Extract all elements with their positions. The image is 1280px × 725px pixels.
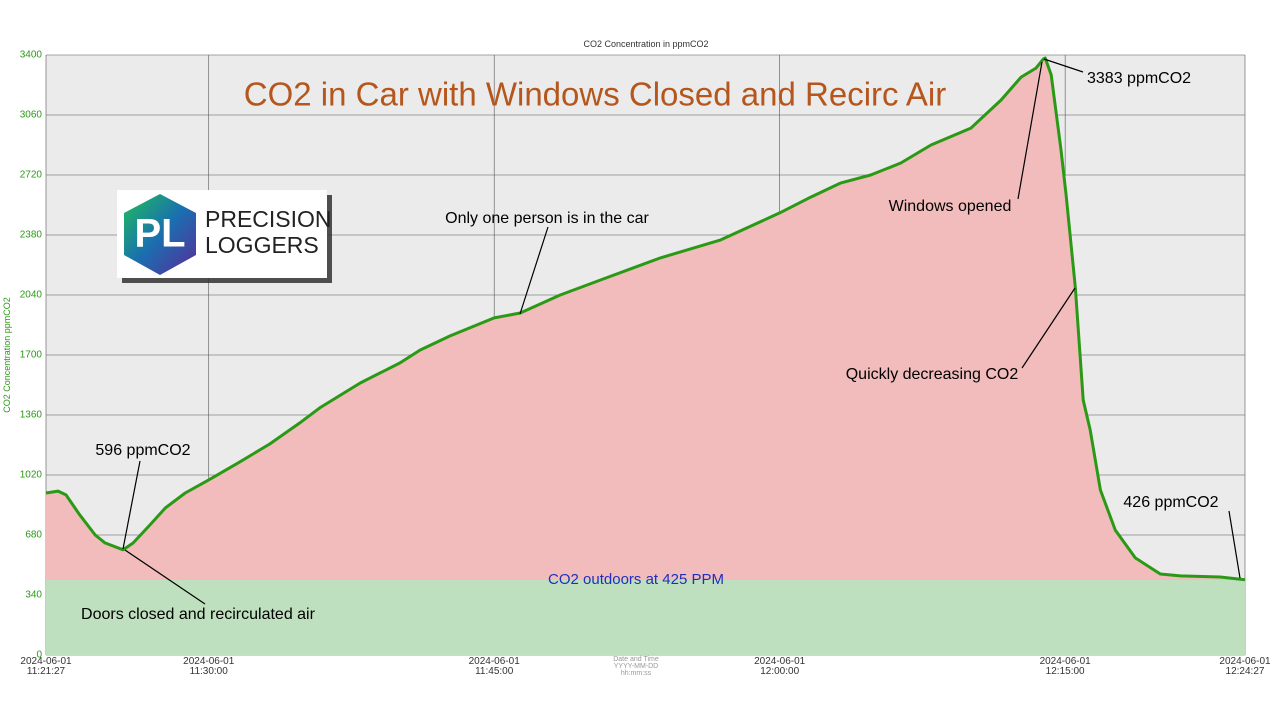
x-tick-label: 2024-06-01 12:15:00 — [1040, 656, 1092, 677]
logo-mark: PL — [134, 212, 185, 256]
annotation-leader — [1228, 510, 1241, 579]
series-title: CO2 Concentration in ppmCO2 — [583, 39, 708, 49]
x-tick-label: 2024-06-01 11:30:00 — [183, 656, 235, 677]
logo: PL PRECISION LOGGERS — [117, 190, 332, 283]
y-tick-label: 1700 — [20, 350, 43, 361]
annotation-leader — [122, 460, 141, 550]
y-tick-label: 3060 — [20, 110, 43, 121]
annotation-leader — [1021, 287, 1076, 369]
y-tick-label: 2720 — [20, 170, 43, 181]
annotation: CO2 outdoors at 425 PPM — [548, 571, 724, 588]
annotation-leader — [1017, 61, 1043, 200]
x-tick-label: 2024-06-01 11:45:00 — [469, 656, 521, 677]
y-tick-label: 1020 — [20, 470, 43, 481]
annotation: 596 ppmCO2 — [95, 442, 190, 459]
annotation: 426 ppmCO2 — [1123, 494, 1218, 511]
area — [46, 58, 1245, 580]
y-tick-label: 2040 — [20, 290, 43, 301]
logo-hexagon — [124, 194, 196, 275]
annotation-leader — [1043, 58, 1084, 73]
annotation-leader — [519, 226, 549, 315]
annotation: Windows opened — [889, 198, 1012, 215]
annotation: 3383 ppmCO2 — [1087, 70, 1191, 87]
y-axis-label: CO2 Concentration ppmCO2 — [2, 297, 12, 413]
annotation: Doors closed and recirculated air — [81, 606, 316, 623]
y-tick-label: 1360 — [20, 410, 43, 421]
chart-title: CO2 in Car with Windows Closed and Recir… — [244, 76, 946, 113]
annotation: Quickly decreasing CO2 — [846, 366, 1019, 383]
y-tick-label: 3400 — [20, 50, 43, 61]
outdoor-band — [46, 580, 1245, 655]
y-tick-label: 680 — [25, 530, 42, 541]
annotation: Only one person is in the car — [445, 210, 649, 227]
logo-text: LOGGERS — [205, 232, 319, 258]
annotation-leader — [124, 549, 206, 605]
y-tick-label: 340 — [25, 590, 42, 601]
x-axis-label: Date and Time YYYY-MM-DD hh:mm:ss — [613, 656, 659, 677]
y-tick-label: 0 — [36, 650, 42, 661]
line — [45, 56, 1246, 582]
x-tick-label: 2024-06-01 12:00:00 — [754, 656, 806, 677]
y-tick-label: 2380 — [20, 230, 43, 241]
x-tick-label: 2024-06-01 11:21:27 — [20, 656, 72, 677]
logo-text: PRECISION — [205, 206, 332, 232]
x-tick-label: 2024-06-01 12:24:27 — [1219, 656, 1271, 677]
